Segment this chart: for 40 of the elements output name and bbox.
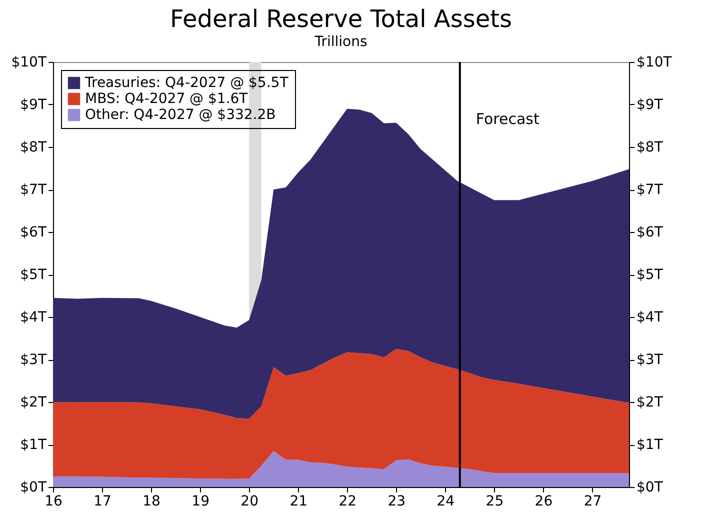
y2-tick-label: $6T xyxy=(636,224,664,240)
y2-tick-label: $1T xyxy=(636,437,664,453)
x-tick-label: 26 xyxy=(534,494,553,510)
y-tick-label: $0T xyxy=(20,480,47,496)
y2-tick-label: $0T xyxy=(636,480,664,496)
x-tick-label: 18 xyxy=(142,494,160,510)
x-tick-label: 27 xyxy=(584,494,602,510)
annotation: Forecast xyxy=(476,110,540,128)
y-tick-label: $9T xyxy=(20,97,47,113)
y2-tick-label: $3T xyxy=(636,352,664,368)
x-tick-label: 21 xyxy=(290,494,308,510)
y2-tick-label: $9T xyxy=(636,97,664,113)
y-tick-label: $10T xyxy=(11,54,47,70)
chart-title: Federal Reserve Total Assets xyxy=(170,5,512,33)
x-tick-label: 25 xyxy=(486,494,504,510)
y-tick-label: $7T xyxy=(20,182,47,198)
x-tick-label: 23 xyxy=(388,494,406,510)
legend-label: Treasuries: Q4-2027 @ $5.5T xyxy=(84,75,289,91)
x-tick-label: 17 xyxy=(94,494,112,510)
y-tick-label: $4T xyxy=(20,310,47,326)
y-tick-label: $8T xyxy=(20,140,47,156)
y2-tick-label: $5T xyxy=(636,267,664,283)
y-tick-label: $3T xyxy=(20,352,47,368)
y-tick-label: $6T xyxy=(20,224,47,240)
y2-tick-label: $7T xyxy=(636,182,664,198)
x-tick-label: 22 xyxy=(338,494,357,510)
legend-label: Other: Q4-2027 @ $332.2B xyxy=(85,107,276,123)
chart-subtitle: Trillions xyxy=(314,34,368,50)
y2-tick-label: $10T xyxy=(636,54,672,70)
x-tick-label: 19 xyxy=(192,494,210,510)
y-tick-label: $1T xyxy=(20,437,47,453)
y2-tick-label: $8T xyxy=(636,140,664,156)
y2-tick-label: $2T xyxy=(636,394,664,410)
x-tick-label: 20 xyxy=(240,494,258,510)
x-tick-label: 16 xyxy=(44,494,62,510)
legend-label: MBS: Q4-2027 @ $1.6T xyxy=(85,91,248,107)
x-tick-label: 24 xyxy=(436,494,455,510)
y2-tick-label: $4T xyxy=(636,310,664,326)
y-tick-label: $2T xyxy=(20,394,47,410)
y-tick-label: $5T xyxy=(20,267,47,283)
